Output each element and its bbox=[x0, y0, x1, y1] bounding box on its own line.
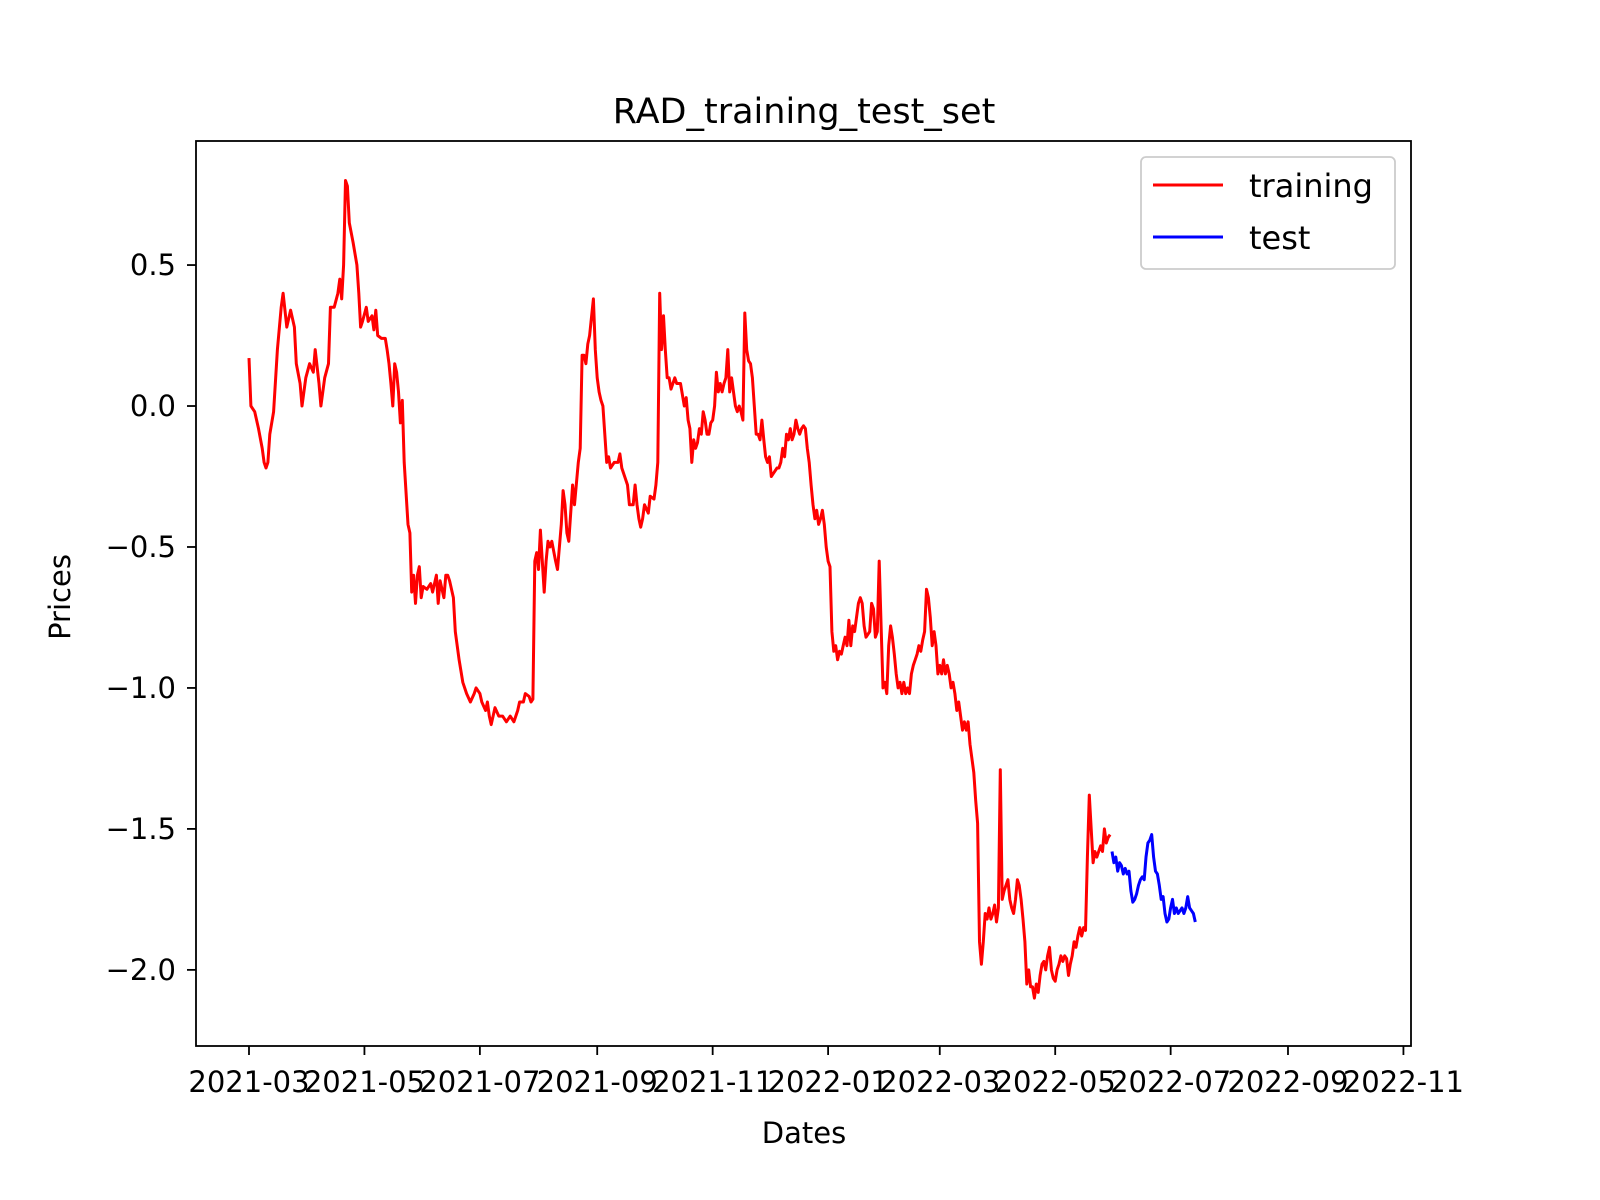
series-line-training bbox=[247, 179, 1112, 1000]
x-tick-label: 2022-09 bbox=[1227, 1065, 1348, 1099]
y-tick-label: −1.0 bbox=[106, 671, 176, 705]
x-tick-label: 2021-07 bbox=[419, 1065, 540, 1099]
legend-label-training: training bbox=[1249, 167, 1373, 205]
y-tick-label: −1.5 bbox=[106, 812, 176, 846]
plot-frame bbox=[195, 140, 1412, 1047]
x-tick-label: 2022-07 bbox=[1110, 1065, 1231, 1099]
x-axis: 2021-032021-052021-072021-092021-112022-… bbox=[188, 1046, 1464, 1099]
y-tick-label: −0.5 bbox=[106, 530, 176, 564]
x-tick-label: 2022-01 bbox=[768, 1065, 889, 1099]
x-tick-label: 2021-09 bbox=[537, 1065, 658, 1099]
y-tick-label: −2.0 bbox=[106, 953, 176, 987]
y-tick-label: 0.0 bbox=[130, 389, 176, 423]
legend: training test bbox=[1140, 156, 1396, 270]
x-tick-label: 2022-11 bbox=[1343, 1065, 1464, 1099]
x-tick-label: 2021-05 bbox=[304, 1065, 425, 1099]
chart-title: RAD_training_test_set bbox=[613, 92, 996, 132]
x-tick-label: 2021-11 bbox=[652, 1065, 773, 1099]
series-line-test bbox=[1110, 833, 1197, 924]
y-tick-label: 0.5 bbox=[130, 248, 176, 282]
x-tick-label: 2022-05 bbox=[995, 1065, 1116, 1099]
x-tick-label: 2022-03 bbox=[879, 1065, 1000, 1099]
y-axis-title: Prices bbox=[43, 554, 77, 640]
legend-label-test: test bbox=[1249, 219, 1310, 257]
plot-area bbox=[247, 179, 1197, 1000]
x-tick-label: 2021-03 bbox=[188, 1065, 309, 1099]
x-axis-title: Dates bbox=[762, 1116, 846, 1150]
y-axis: −2.0 −1.5 −1.0 −0.5 0.0 0.5 bbox=[106, 248, 196, 987]
